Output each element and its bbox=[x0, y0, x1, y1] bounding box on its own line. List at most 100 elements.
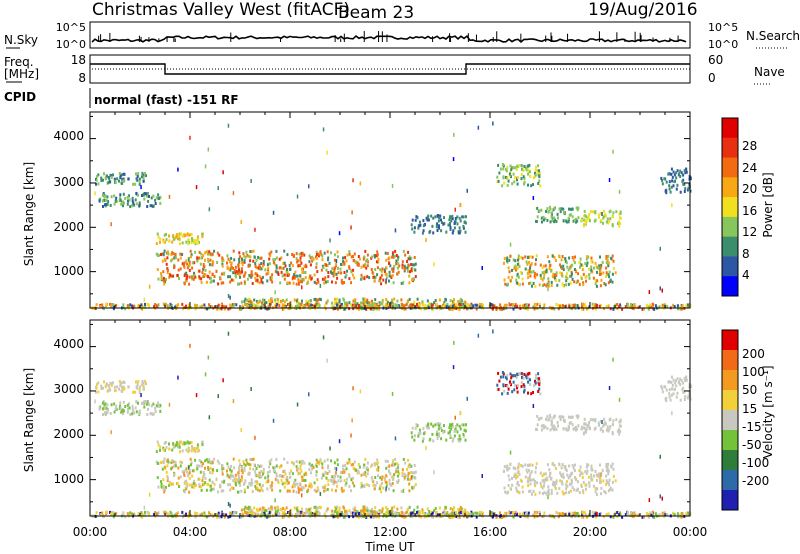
scatter-cell bbox=[258, 464, 261, 468]
scatter-cell bbox=[245, 250, 248, 254]
scatter-cell bbox=[554, 467, 557, 470]
scatter-cell bbox=[534, 171, 536, 175]
scatter-cell bbox=[171, 258, 174, 262]
scatter-cell bbox=[342, 307, 345, 311]
scatter-cell bbox=[308, 276, 311, 280]
scatter-cell bbox=[109, 388, 112, 392]
scatter-cell bbox=[543, 426, 545, 430]
scatter-cell bbox=[346, 511, 349, 515]
scatter-cell bbox=[203, 511, 206, 515]
scatter-cell bbox=[672, 392, 675, 396]
scatter-cell bbox=[594, 304, 597, 308]
scatter-cell bbox=[131, 412, 134, 416]
scatter-cell bbox=[277, 273, 280, 276]
scatter-cell bbox=[515, 278, 518, 282]
scatter-cell bbox=[425, 515, 428, 519]
scatter-cell bbox=[565, 480, 568, 484]
scatter-cell bbox=[304, 513, 307, 517]
scatter-cell bbox=[372, 308, 375, 311]
scatter-cell bbox=[391, 253, 394, 257]
scatter-cell bbox=[374, 276, 377, 279]
scatter-cell bbox=[480, 305, 483, 309]
scatter-cell bbox=[352, 463, 354, 466]
scatter-cell bbox=[464, 429, 467, 433]
scatter-cell bbox=[392, 463, 395, 467]
scatter-cell bbox=[267, 266, 270, 270]
scatter-cell bbox=[203, 275, 206, 278]
scatter-cell bbox=[302, 478, 305, 482]
scatter-cell bbox=[608, 483, 611, 487]
scatter-cell bbox=[608, 386, 611, 390]
scatter-cell bbox=[381, 298, 384, 302]
scatter-cell bbox=[524, 255, 527, 259]
scatter-cell bbox=[579, 465, 582, 469]
scatter-cell bbox=[230, 513, 233, 516]
scatter-cell bbox=[174, 256, 177, 260]
scatter-cell bbox=[336, 458, 339, 462]
scatter-cell bbox=[406, 477, 409, 481]
scatter-cell bbox=[425, 238, 427, 243]
scatter-cell bbox=[556, 212, 559, 216]
scatter-cell bbox=[401, 302, 404, 306]
scatter-cell bbox=[395, 259, 398, 263]
scatter-cell bbox=[595, 307, 598, 311]
scatter-cell bbox=[309, 256, 312, 260]
scatter-cell bbox=[571, 471, 574, 475]
scatter-cell bbox=[286, 253, 289, 257]
scatter-cell bbox=[342, 464, 344, 468]
scatter-cell bbox=[536, 302, 539, 306]
scatter-cell bbox=[362, 510, 365, 514]
scatter-cell bbox=[188, 476, 191, 480]
scatter-cell bbox=[191, 277, 194, 281]
scatter-cell bbox=[270, 297, 273, 301]
scatter-cell bbox=[283, 485, 286, 489]
scatter-cell bbox=[120, 409, 123, 413]
scatter-cell bbox=[433, 470, 435, 475]
scatter-cell bbox=[295, 299, 298, 303]
scatter-cell bbox=[517, 254, 520, 258]
scatter-cell bbox=[605, 428, 608, 432]
scatter-cell bbox=[317, 280, 320, 284]
scatter-cell bbox=[200, 488, 203, 492]
scatter-cell bbox=[418, 428, 421, 432]
scatter-cell bbox=[304, 305, 307, 309]
scatter-cell bbox=[188, 471, 191, 475]
scatter-cell bbox=[416, 424, 419, 428]
scatter-cell bbox=[152, 194, 155, 198]
scatter-cell bbox=[237, 473, 240, 477]
scatter-cell bbox=[335, 259, 338, 264]
scatter-cell bbox=[547, 485, 550, 489]
scatter-cell bbox=[532, 478, 535, 482]
scatter-cell bbox=[608, 178, 611, 182]
scatter-cell bbox=[627, 302, 629, 306]
scatter-cell bbox=[413, 263, 416, 267]
scatter-cell bbox=[448, 307, 451, 311]
scatter-cell bbox=[430, 302, 433, 306]
scatter-cell bbox=[582, 489, 585, 493]
scatter-cell bbox=[243, 490, 246, 494]
scatter-cell bbox=[405, 303, 408, 307]
scatter-cell bbox=[591, 210, 594, 214]
scatter-cell bbox=[208, 511, 211, 515]
scatter-cell bbox=[575, 512, 578, 515]
scatter-cell bbox=[278, 474, 281, 478]
scatter-cell bbox=[295, 252, 298, 256]
scatter-cell bbox=[585, 487, 587, 491]
scatter-cell bbox=[579, 257, 582, 261]
scatter-cell bbox=[394, 436, 397, 441]
scatter-cell bbox=[365, 304, 367, 308]
power-cbar-tick-16: 16 bbox=[742, 204, 757, 218]
scatter-cell bbox=[528, 468, 531, 472]
scatter-cell bbox=[300, 512, 303, 515]
scatter-cell bbox=[584, 513, 587, 517]
scatter-cell bbox=[539, 481, 542, 485]
scatter-cell bbox=[325, 509, 328, 513]
scatter-cell bbox=[584, 483, 587, 487]
scatter-cell bbox=[262, 262, 265, 266]
scatter-cell bbox=[460, 512, 462, 516]
scatter-cell bbox=[243, 462, 246, 466]
scatter-cell bbox=[331, 488, 333, 492]
scatter-cell bbox=[565, 491, 568, 495]
scatter-cell bbox=[346, 477, 349, 481]
scatter-cell bbox=[580, 277, 583, 281]
